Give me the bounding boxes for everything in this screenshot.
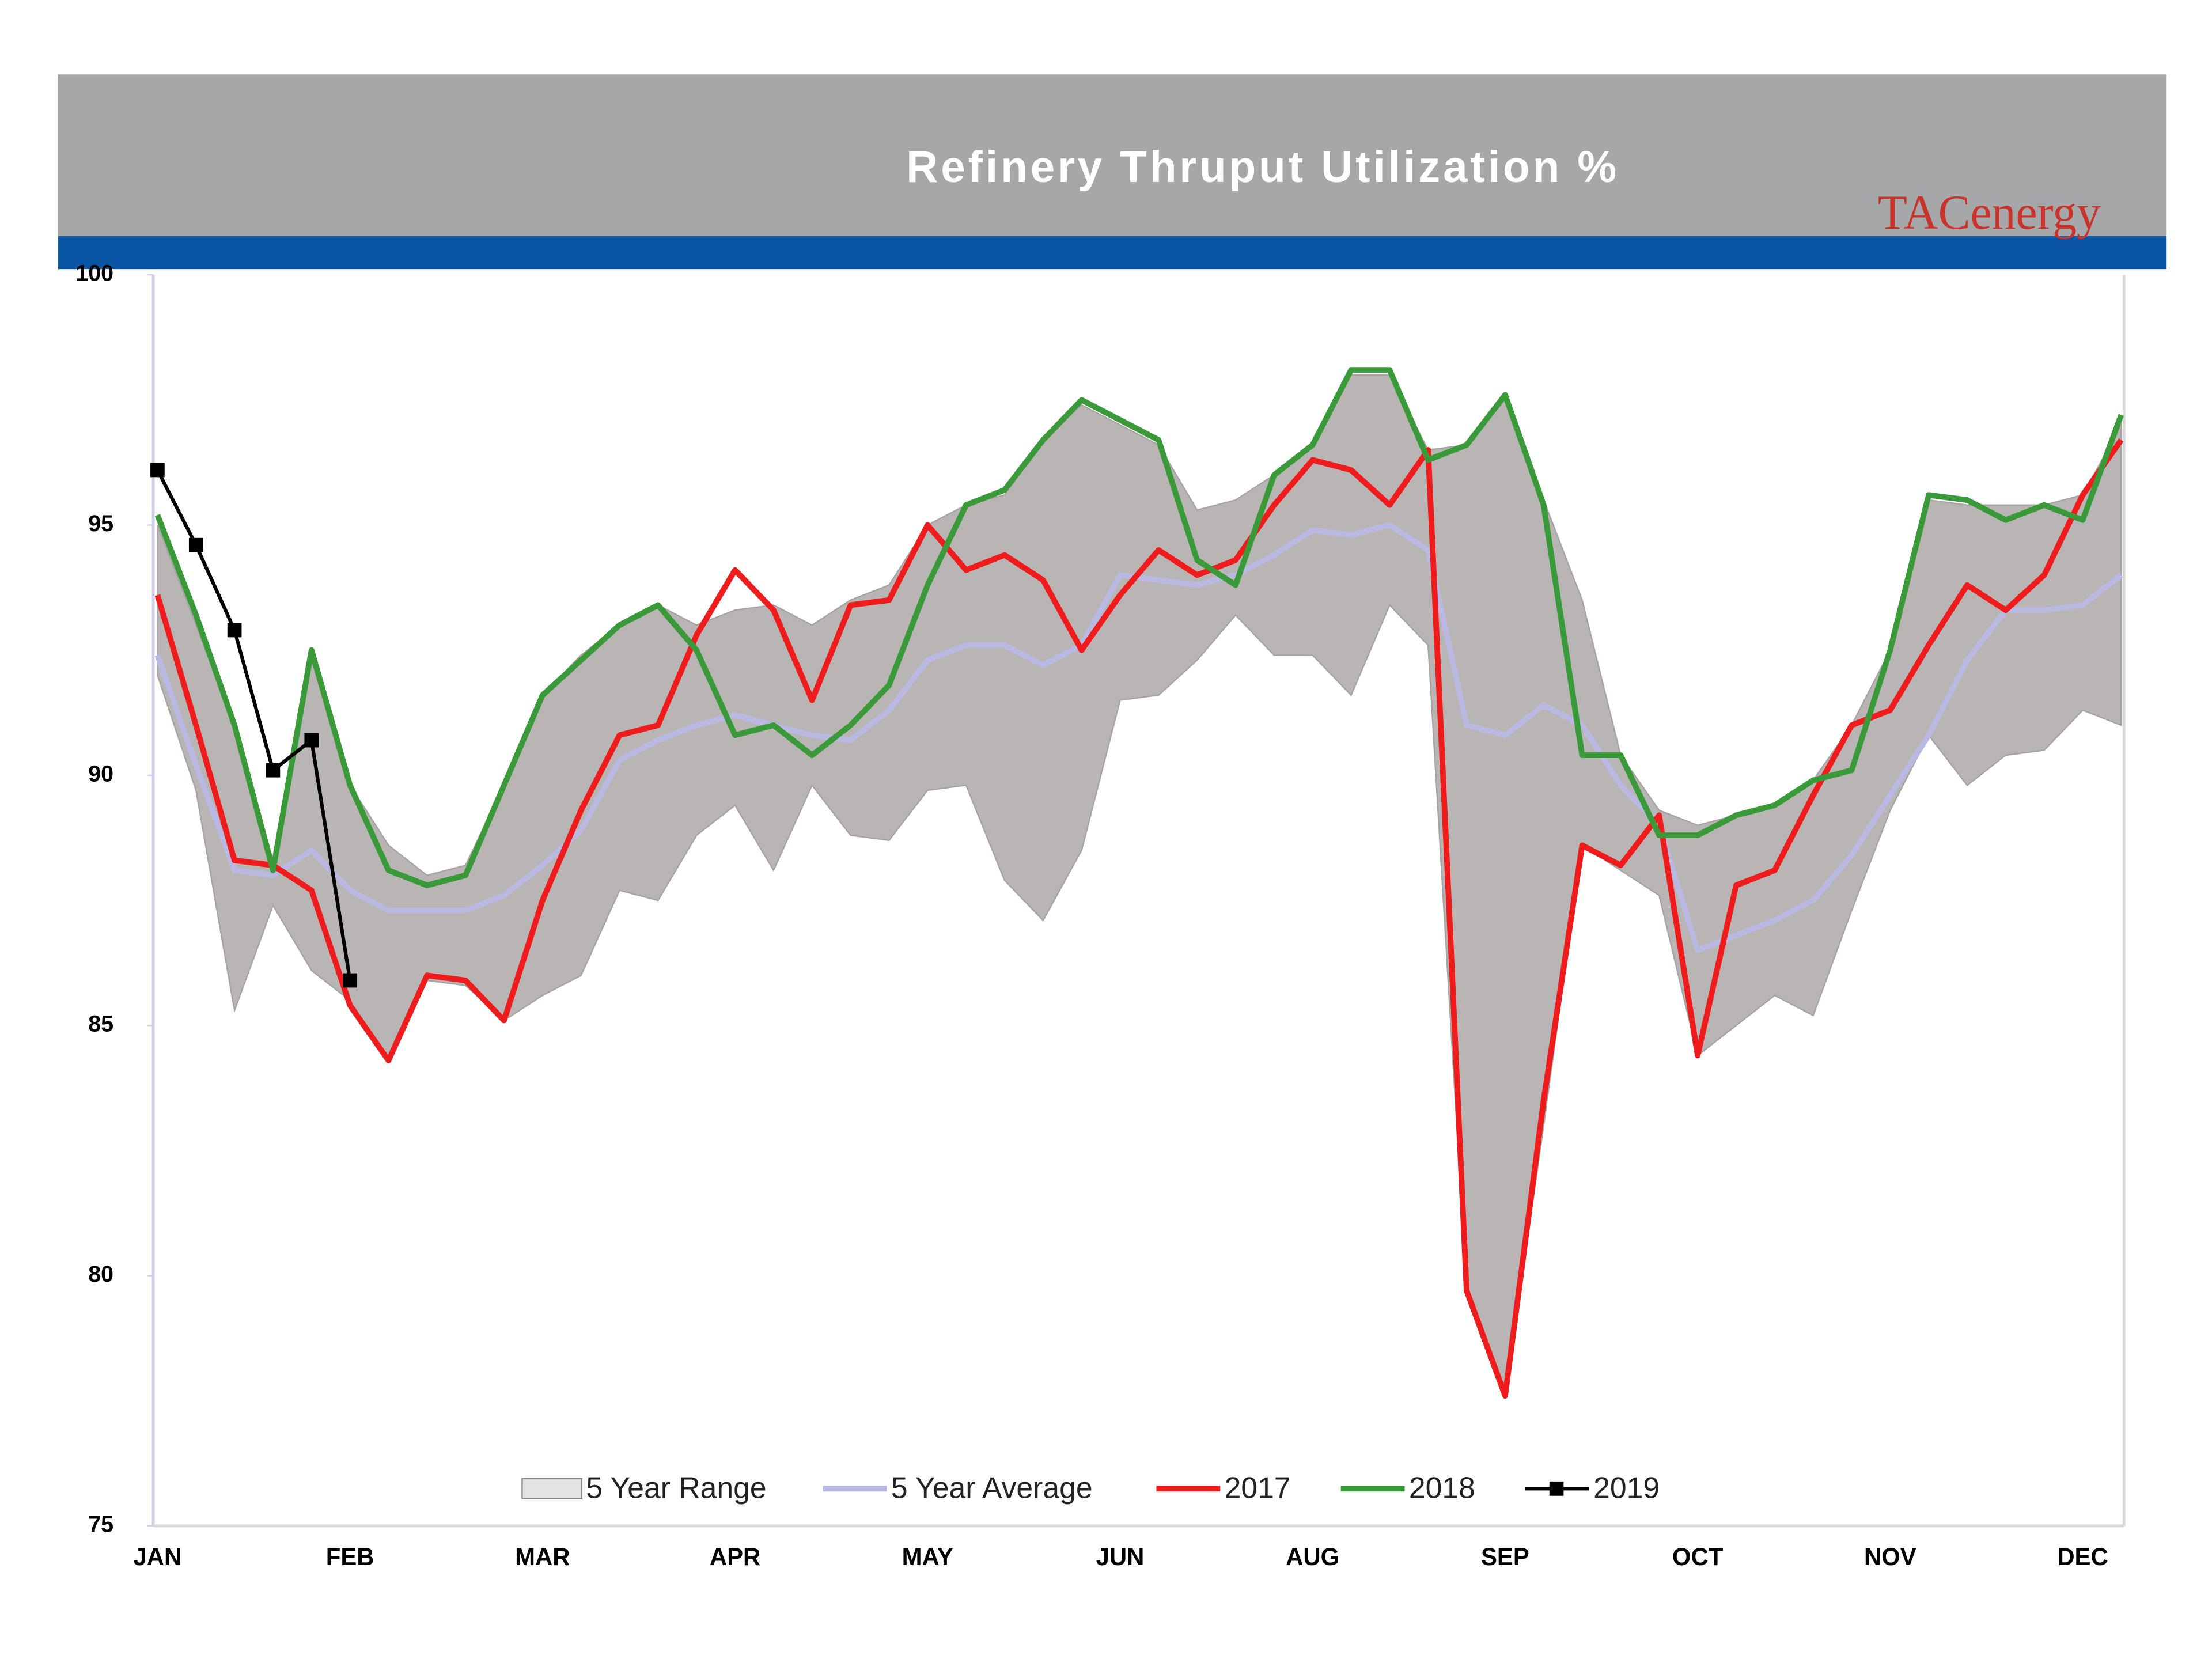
legend-label: 2019: [1593, 1471, 1660, 1505]
x-tick-label: MAY: [902, 1543, 953, 1570]
legend-label: 5 Year Average: [891, 1471, 1093, 1505]
x-tick-label: OCT: [1672, 1543, 1724, 1570]
x-tick-label: FEB: [326, 1543, 374, 1570]
y-tick-label: 100: [75, 260, 113, 286]
y-tick-label: 80: [88, 1262, 113, 1287]
y-tick-label: 75: [88, 1512, 113, 1537]
header-band: [58, 74, 2167, 237]
series-line: [156, 469, 352, 981]
chart-title: Refinery Thruput Utilization %: [906, 143, 1619, 192]
point-marker: [188, 537, 203, 552]
x-tick-label: NOV: [1864, 1543, 1916, 1570]
header-stripe: [58, 236, 2167, 270]
point-marker: [343, 973, 357, 988]
x-tick-label: JUN: [1096, 1543, 1145, 1570]
point-marker: [266, 763, 281, 778]
range-area: [157, 374, 2122, 1396]
series-line: [154, 522, 2123, 953]
x-tick-label: MAR: [515, 1543, 570, 1570]
legend-label: 2018: [1409, 1471, 1475, 1505]
y-tick-label: 85: [88, 1012, 113, 1037]
y-tick-label: 90: [88, 761, 113, 786]
x-tick-label: AUG: [1286, 1543, 1339, 1570]
legend-label: 2017: [1225, 1471, 1291, 1505]
series-line: [154, 438, 2124, 1399]
point-marker: [304, 733, 319, 748]
legend-marker: [1549, 1481, 1564, 1496]
x-tick-label: APR: [710, 1543, 760, 1570]
legend-swatch: [521, 1478, 583, 1499]
x-tick-label: DEC: [2057, 1543, 2108, 1570]
point-marker: [150, 463, 165, 478]
point-marker: [227, 623, 242, 638]
x-tick-label: SEP: [1481, 1543, 1529, 1570]
legend-label: 5 Year Range: [586, 1471, 766, 1505]
series-line: [154, 367, 2124, 888]
x-tick-label: JAN: [134, 1543, 182, 1570]
logo: TACenergy: [1878, 186, 2101, 240]
y-tick-label: 95: [88, 511, 113, 536]
